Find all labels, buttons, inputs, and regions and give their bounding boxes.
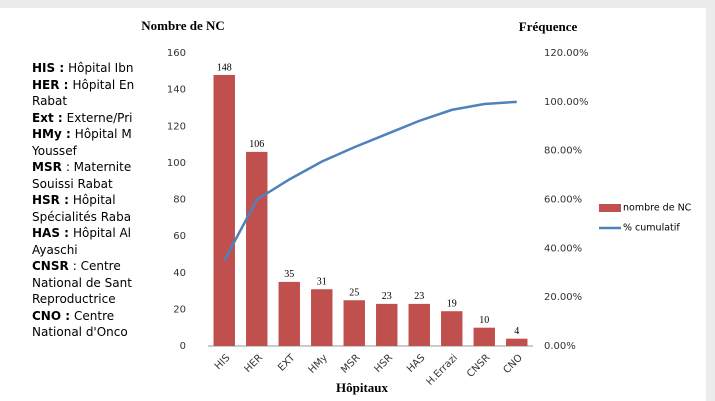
note-line: Rabat: [32, 93, 135, 110]
legend-swatch: [599, 204, 621, 212]
data-label: 31: [317, 277, 327, 288]
note-text: : Maternite: [65, 160, 132, 174]
note-abbr: HIS :: [32, 61, 65, 75]
note-line: CNO : Centre: [32, 308, 135, 325]
note-line: HAS : Hôpital Al: [32, 225, 135, 242]
data-label: 19: [447, 299, 457, 310]
x-tick-label: HIS: [213, 352, 233, 372]
y2-tick-label: 20.00%: [544, 292, 582, 303]
bar: [441, 311, 463, 346]
note-text: Hôpital M: [74, 127, 132, 141]
x-tick-label: CNSR: [465, 352, 492, 379]
note-text: Ayaschi: [32, 242, 78, 257]
y2-tick-label: 40.00%: [544, 243, 582, 254]
note-text: Hôpital Ibn: [68, 61, 134, 75]
bar: [246, 151, 268, 346]
bar: [408, 303, 430, 346]
note-text: Souissi Rabat: [32, 176, 113, 191]
bar: [213, 74, 235, 346]
y-tick-label: 80: [173, 195, 186, 206]
bar: [506, 338, 528, 346]
y2-tick-label: 120.00%: [544, 48, 589, 59]
note-line: Reproductrice: [32, 291, 135, 308]
y-tick-label: 40: [173, 268, 186, 279]
note-text: Rabat: [32, 94, 68, 108]
y2-tick-label: 60.00%: [544, 195, 582, 206]
bar: [311, 289, 333, 346]
note-abbr: MSR: [32, 160, 62, 174]
cumulative-line: [223, 100, 517, 262]
y2-tick-label: 100.00%: [544, 97, 589, 108]
y-tick-label: 120: [167, 121, 186, 132]
y-tick-label: 60: [173, 231, 186, 242]
note-text: Reproductrice: [32, 292, 116, 306]
x-tick-label: CNO: [501, 352, 525, 376]
note-text: Hôpital Al: [72, 226, 132, 240]
y-axis-title: Nombre de NC: [141, 18, 225, 33]
y-tick-label: 100: [167, 158, 186, 169]
note-line: CNSR: Centre: [32, 258, 135, 275]
note-text: Hôpital En: [72, 77, 135, 92]
bar: [343, 300, 365, 346]
note-abbr: Ext :: [32, 110, 63, 125]
data-label: 10: [479, 315, 489, 326]
note-text: Spécialités Raba: [32, 209, 132, 224]
y-tick-label: 20: [173, 304, 186, 315]
legend-label: % cumulatif: [623, 223, 680, 234]
note-abbr: CNO :: [32, 308, 71, 323]
note-line: Youssef: [32, 143, 135, 160]
bar: [473, 327, 495, 346]
x-tick-label: H.Errazi: [425, 352, 460, 387]
x-tick-label: MSR: [339, 352, 362, 375]
x-axis-title: Hôpitaux: [336, 380, 389, 395]
data-label: 23: [382, 291, 392, 302]
y-tick-label: 160: [167, 48, 186, 59]
x-tick-label: HAS: [405, 352, 427, 374]
note-line: HSR : Hôpital: [32, 192, 135, 209]
note-line: HIS : Hôpital Ibn: [32, 60, 135, 77]
bar: [278, 281, 300, 346]
x-tick-label: HMy: [307, 352, 330, 375]
y-tick-label: 0: [180, 341, 186, 352]
note-line: National de Sant: [32, 275, 135, 292]
note-line: HMy : Hôpital M: [32, 126, 135, 143]
note-line: National d'Onco: [32, 324, 135, 341]
note-line: Souissi Rabat: [32, 176, 135, 193]
data-label: 23: [414, 291, 424, 302]
note-line: MSR: Maternite: [32, 159, 135, 176]
note-abbr: HER :: [32, 77, 69, 92]
note-text: Externe/Pri: [66, 110, 133, 125]
y2-tick-label: 0.00%: [544, 341, 576, 352]
bar: [376, 303, 398, 346]
x-tick-label: HSR: [372, 352, 395, 375]
note-text: Centre: [74, 308, 115, 323]
legend-label: nombre de NC: [623, 203, 692, 214]
note-abbr: HAS :: [32, 226, 69, 240]
note-text: Youssef: [32, 143, 77, 158]
note-line: Spécialités Raba: [32, 209, 135, 226]
note-abbr: HSR :: [32, 193, 69, 207]
note-line: Ext : Externe/Pri: [32, 110, 135, 127]
note-abbr: HMy :: [32, 127, 71, 141]
data-label: 106: [249, 139, 264, 150]
note-abbr: CNSR: [32, 259, 69, 273]
y-tick-label: 140: [167, 85, 186, 96]
x-tick-label: HER: [243, 352, 266, 375]
note-line: Ayaschi: [32, 242, 135, 259]
note-text: : Centre: [72, 259, 121, 273]
note-text: National de Sant: [32, 275, 132, 290]
data-label: 148: [217, 62, 232, 73]
y2-axis-title: Fréquence: [519, 19, 578, 34]
note-text: National d'Onco: [32, 325, 128, 339]
y2-tick-label: 80.00%: [544, 146, 582, 157]
data-label: 35: [284, 269, 294, 280]
abbreviation-notes: HIS : Hôpital Ibn HER : Hôpital En Rabat Ext …: [32, 60, 135, 341]
x-tick-label: EXT: [276, 352, 298, 374]
data-label: 25: [349, 288, 359, 299]
data-label: 4: [514, 326, 519, 337]
note-text: Hôpital: [72, 193, 116, 207]
note-line: HER : Hôpital En: [32, 77, 135, 94]
